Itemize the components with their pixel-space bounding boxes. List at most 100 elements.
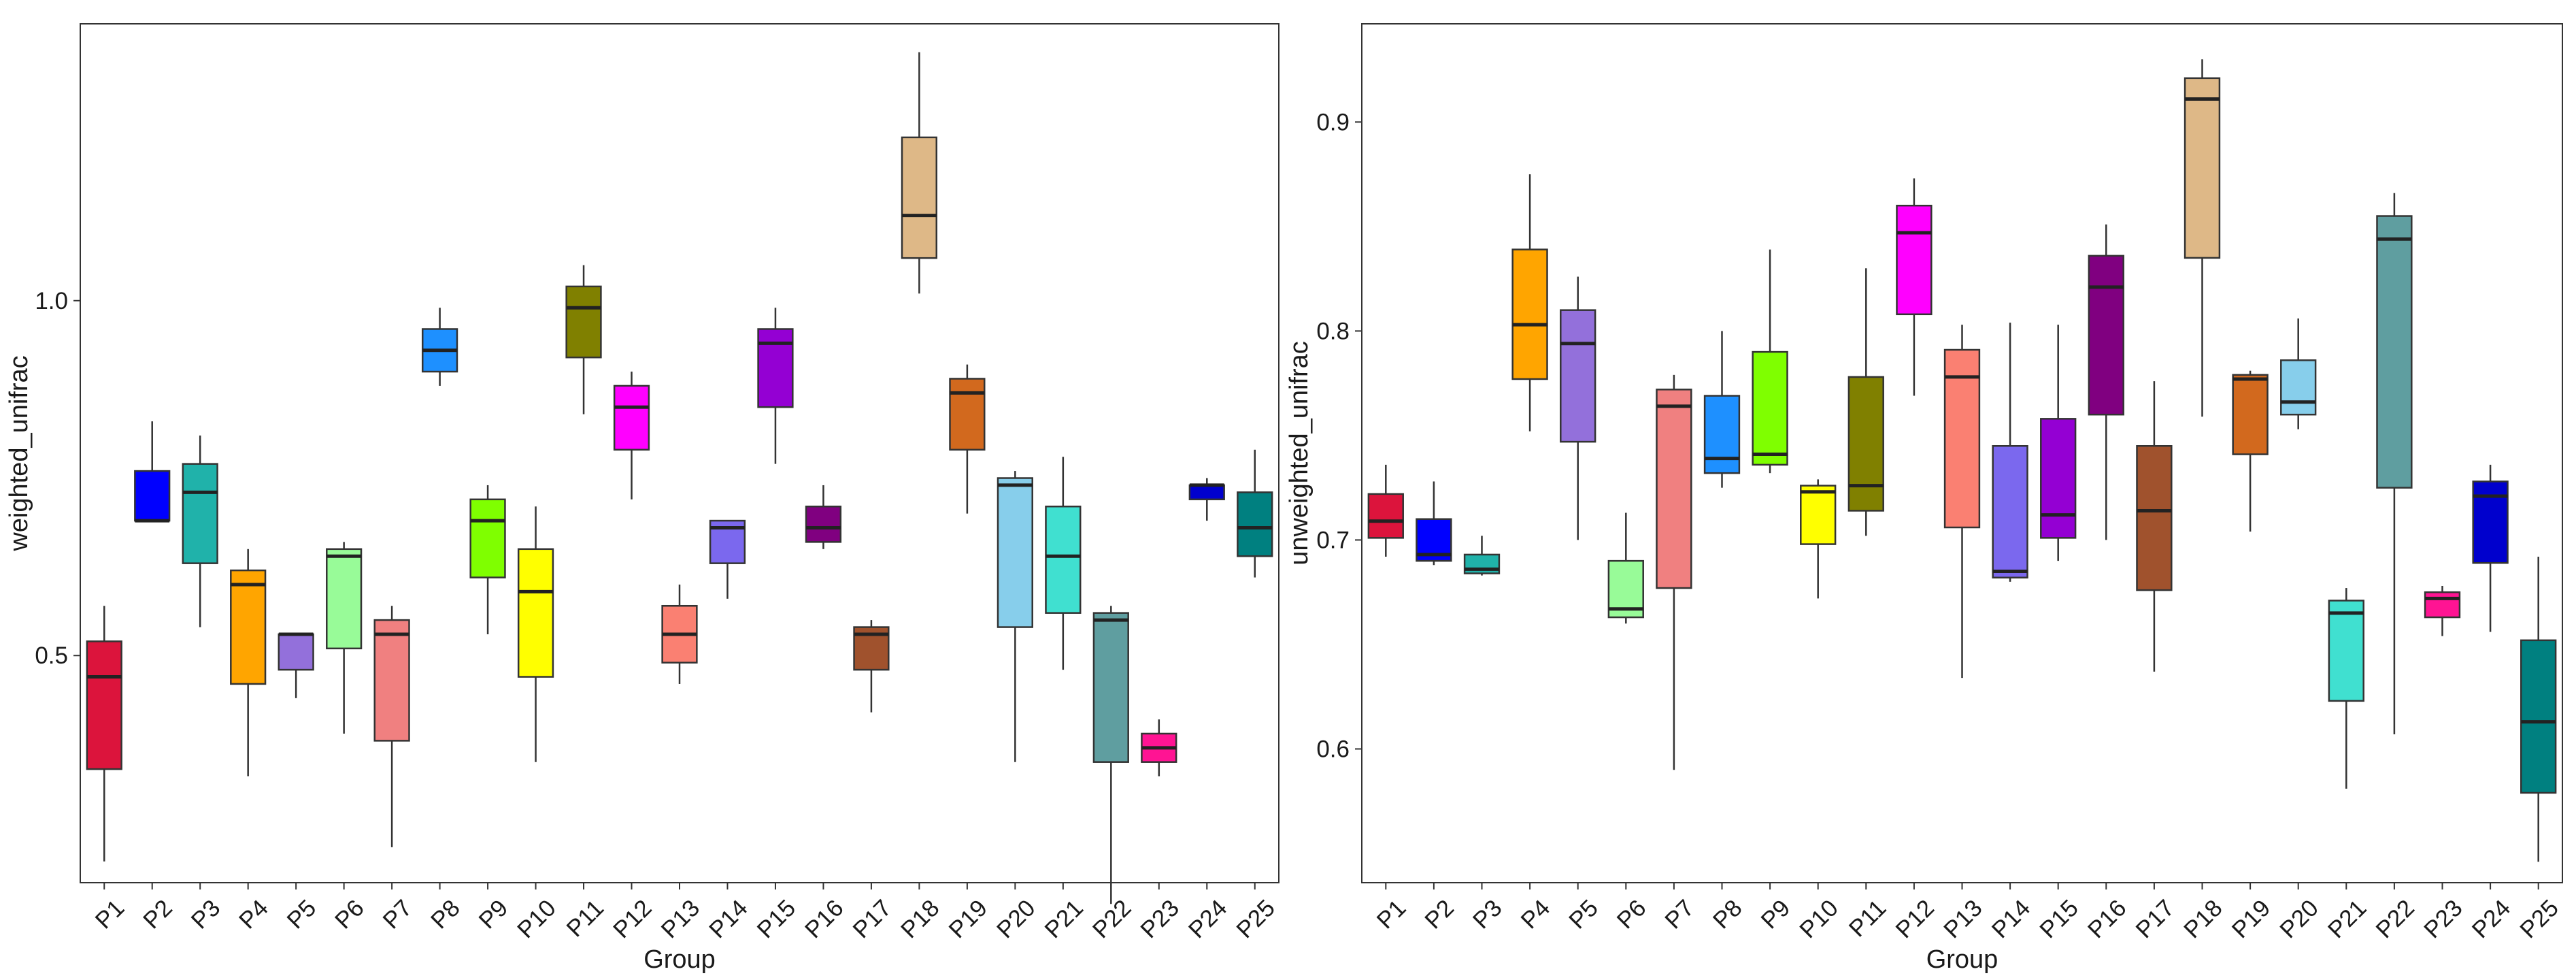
y-axis: 0.5 1.0	[35, 288, 80, 669]
x-tick-label: P11	[561, 895, 609, 943]
box-body	[1752, 350, 1788, 466]
y-tick-label: 0.8	[1316, 318, 1350, 344]
box-p23	[2424, 585, 2461, 636]
x-tick-label: P1	[90, 895, 130, 934]
x-tick-label: P25	[1231, 895, 1280, 944]
x-tick-label: P6	[1612, 895, 1652, 934]
y-axis-title: weighted_unifrac	[5, 355, 33, 551]
box-p13	[1943, 325, 1981, 679]
x-tick-label: P9	[1756, 895, 1795, 934]
box-body	[1237, 491, 1273, 557]
plot-area-frame	[80, 23, 1279, 883]
x-tick-label: P12	[1890, 895, 1939, 944]
box-p10	[1800, 479, 1837, 599]
box-body	[134, 470, 171, 522]
x-tick-label: P2	[138, 895, 178, 934]
box-p6	[326, 542, 363, 734]
x-tick-label: P20	[992, 895, 1041, 944]
box-body	[2328, 600, 2364, 702]
x-tick-label: P7	[1660, 895, 1699, 934]
box-p23	[1141, 719, 1177, 777]
box-body	[2424, 591, 2461, 619]
box-p16	[805, 485, 842, 549]
box-p21	[2328, 588, 2364, 789]
box-body	[1092, 612, 1129, 763]
box-p11	[1847, 268, 1884, 536]
x-tick-label: P4	[1516, 895, 1555, 934]
y-tick-label: 0.6	[1316, 736, 1350, 762]
x-tick-label: P21	[1039, 895, 1088, 944]
x-tick-label: P10	[1794, 895, 1843, 944]
box-body	[2088, 255, 2124, 416]
box-p22	[2376, 193, 2413, 734]
box-body	[565, 285, 602, 359]
box-p19	[2232, 370, 2269, 532]
box-p19	[949, 364, 986, 514]
box-p2	[134, 421, 171, 523]
box-p2	[1416, 481, 1452, 566]
x-tick-label: P18	[2179, 895, 2228, 944]
box-body	[469, 498, 506, 578]
x-tick-label: P22	[1088, 895, 1137, 944]
x-tick-label: P6	[330, 895, 369, 934]
x-tick-label: P14	[1987, 895, 2036, 944]
x-tick-label: P24	[2467, 895, 2516, 944]
x-tick-label: P20	[2275, 895, 2324, 944]
box-body	[182, 463, 218, 564]
x-tick-label: P8	[426, 895, 465, 934]
x-tick-label: P3	[186, 895, 226, 934]
x-tick-label: P16	[2083, 895, 2132, 944]
box-p17	[2136, 381, 2173, 672]
x-tick-label: P13	[656, 895, 705, 944]
box-p7	[1656, 374, 1692, 770]
box-p17	[853, 620, 890, 713]
box-body	[2376, 215, 2413, 489]
x-tick-label: P17	[848, 895, 897, 944]
box-p4	[1511, 174, 1548, 431]
box-p7	[373, 606, 410, 847]
box-p18	[2184, 59, 2221, 417]
x-tick-label: P8	[1708, 895, 1747, 934]
box-series	[1367, 59, 2557, 862]
box-p4	[230, 549, 267, 777]
x-tick-label: P19	[943, 895, 992, 944]
x-axis-title: Group	[643, 945, 716, 974]
box-p1	[86, 606, 122, 862]
x-tick-label: P1	[1372, 895, 1411, 934]
box-series	[86, 52, 1273, 904]
y-tick-label: 0.9	[1316, 109, 1350, 135]
x-tick-label: P14	[704, 895, 753, 944]
x-tick-label: P5	[1564, 895, 1603, 934]
box-p15	[757, 308, 794, 464]
box-body	[278, 633, 314, 671]
box-p11	[565, 265, 602, 414]
y-tick-label: 0.7	[1316, 527, 1350, 553]
box-body	[613, 385, 650, 451]
box-body	[949, 378, 986, 451]
x-tick-label: P17	[2130, 895, 2179, 944]
box-p8	[421, 308, 458, 386]
x-tick-label: P24	[1184, 895, 1233, 944]
box-p1	[1367, 464, 1404, 557]
box-p14	[1992, 323, 2028, 582]
box-p13	[661, 584, 698, 684]
box-body	[2232, 374, 2269, 455]
box-body	[1896, 204, 1933, 316]
x-tick-label: P15	[2035, 895, 2084, 944]
box-p20	[997, 471, 1033, 762]
box-body	[230, 569, 267, 685]
box-body	[1703, 395, 1741, 474]
box-body	[1045, 505, 1082, 614]
box-body	[1511, 248, 1548, 380]
box-body	[901, 136, 938, 259]
x-tick-label: P23	[2419, 895, 2468, 944]
x-tick-label: P3	[1468, 895, 1507, 934]
box-body	[2472, 480, 2509, 564]
box-p10	[517, 506, 554, 762]
x-tick-label: P16	[800, 895, 849, 944]
x-tick-label: P7	[378, 895, 417, 934]
box-body	[1943, 348, 1981, 529]
